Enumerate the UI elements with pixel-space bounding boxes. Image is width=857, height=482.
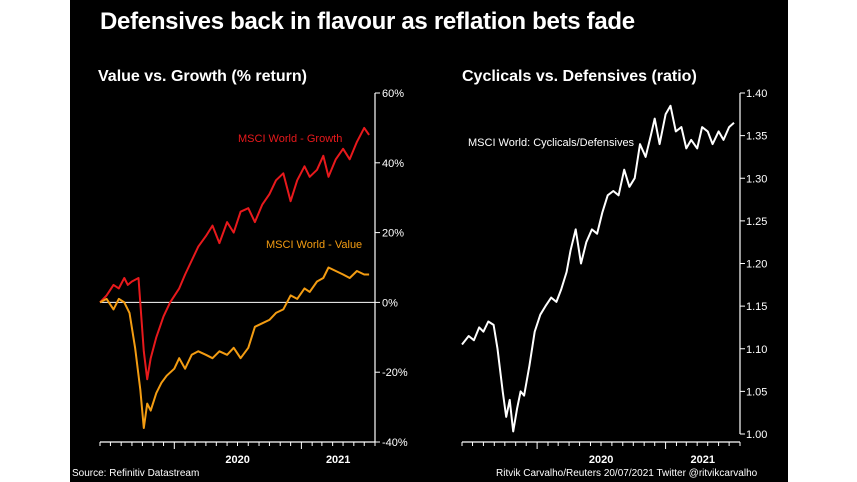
y-tick-label-1-4: 1.20: [746, 259, 767, 271]
y-tick-label-1-6: 1.10: [746, 344, 767, 356]
y-tick-label-0-1: 40%: [382, 158, 404, 170]
credit-note: Ritvik Carvalho/Reuters 20/07/2021 Twitt…: [496, 468, 758, 479]
x-tick-label-0-1: 2021: [326, 454, 350, 466]
y-tick-label-1-8: 1.00: [746, 429, 767, 441]
chart-frame: Defensives back in flavour as reflation …: [70, 0, 788, 482]
y-tick-label-1-3: 1.25: [746, 216, 767, 228]
series-line-0-0: [99, 126, 370, 381]
y-tick-label-0-3: 0%: [382, 297, 398, 309]
value-series-label: MSCI World - Value: [266, 239, 362, 251]
main-title: Defensives back in flavour as reflation …: [100, 8, 635, 35]
charts-canvas: 60% 40% 20% 0% -20% -40% 2020 2021 1.40 1.35 1.30 1…: [99, 88, 767, 466]
y-tick-label-1-1: 1.35: [746, 131, 767, 143]
y-tick-label-1-2: 1.30: [746, 173, 767, 185]
y-tick-label-1-5: 1.15: [746, 301, 767, 313]
y-tick-label-0-0: 60%: [382, 88, 404, 100]
right-chart-title: Cyclicals vs. Defensives (ratio): [462, 68, 697, 85]
x-tick-label-1-0: 2020: [589, 454, 613, 466]
y-tick-label-0-4: -20%: [382, 367, 408, 379]
series-line-1-0: [461, 104, 735, 433]
x-tick-label-0-0: 2020: [225, 454, 249, 466]
y-tick-label-1-7: 1.05: [746, 386, 767, 398]
y-tick-label-1-0: 1.40: [746, 88, 767, 100]
growth-series-label: MSCI World - Growth: [238, 133, 342, 145]
y-tick-label-0-5: -40%: [382, 437, 408, 449]
source-note: Source: Refinitiv Datastream: [72, 468, 200, 479]
ratio-series-label: MSCI World: Cyclicals/Defensives: [468, 137, 635, 149]
x-tick-label-1-1: 2021: [691, 454, 715, 466]
series-line-0-1: [99, 266, 370, 429]
left-chart-title: Value vs. Growth (% return): [98, 68, 307, 85]
y-tick-label-0-2: 20%: [382, 228, 404, 240]
